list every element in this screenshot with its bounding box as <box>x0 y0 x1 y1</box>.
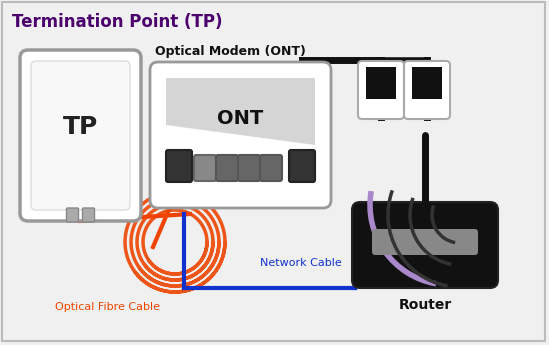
FancyBboxPatch shape <box>358 61 404 119</box>
FancyBboxPatch shape <box>194 155 216 181</box>
FancyBboxPatch shape <box>150 62 331 208</box>
Text: TP: TP <box>63 116 98 139</box>
Text: ONT: ONT <box>217 108 264 128</box>
FancyBboxPatch shape <box>20 50 141 221</box>
FancyBboxPatch shape <box>166 150 192 182</box>
FancyBboxPatch shape <box>372 229 478 255</box>
FancyBboxPatch shape <box>31 61 130 210</box>
FancyBboxPatch shape <box>216 155 238 181</box>
FancyBboxPatch shape <box>82 208 94 222</box>
FancyBboxPatch shape <box>404 61 450 119</box>
FancyBboxPatch shape <box>238 155 260 181</box>
Text: Network Cable: Network Cable <box>260 258 341 268</box>
FancyBboxPatch shape <box>289 150 315 182</box>
Text: Optical Fibre Cable: Optical Fibre Cable <box>55 302 160 312</box>
FancyBboxPatch shape <box>260 155 282 181</box>
FancyBboxPatch shape <box>366 67 396 99</box>
Polygon shape <box>166 78 315 145</box>
Text: Router: Router <box>399 298 452 312</box>
Text: Termination Point (TP): Termination Point (TP) <box>12 13 222 31</box>
FancyBboxPatch shape <box>412 67 442 99</box>
FancyBboxPatch shape <box>352 202 498 288</box>
FancyBboxPatch shape <box>66 208 79 222</box>
Text: Optical Modem (ONT): Optical Modem (ONT) <box>155 45 306 58</box>
